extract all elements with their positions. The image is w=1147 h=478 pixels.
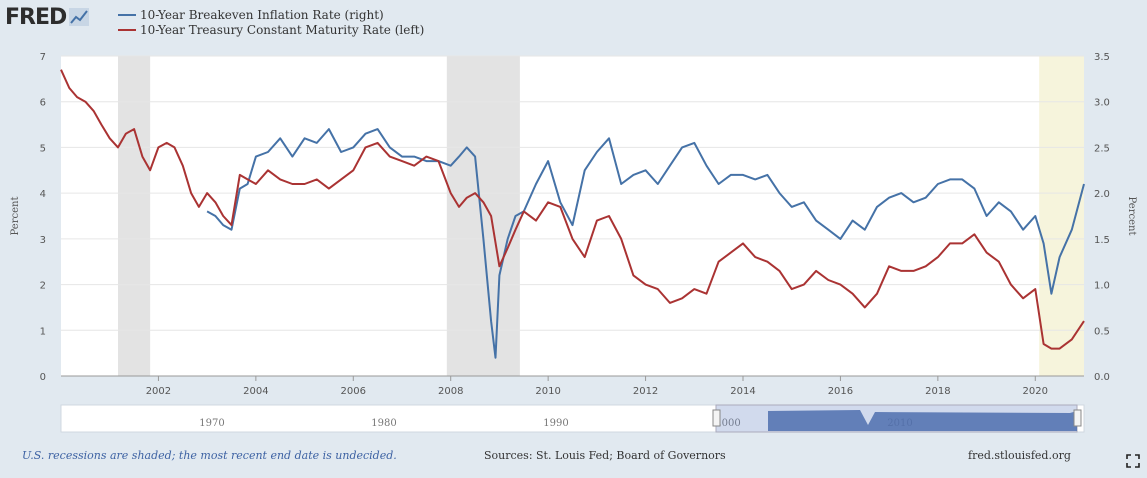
- right-axis-title: Percent: [1126, 197, 1137, 236]
- legend-item-treasury: 10-Year Treasury Constant Maturity Rate …: [118, 22, 424, 37]
- x-tick-label: 2016: [828, 386, 853, 397]
- site-link[interactable]: fred.stlouisfed.org: [968, 449, 1071, 462]
- recession-note: U.S. recessions are shaded; the most rec…: [22, 449, 397, 462]
- shaded-period-0: [117, 56, 151, 376]
- right-tick-label: 3.0: [1094, 98, 1110, 109]
- navigator-label: 1980: [371, 418, 396, 429]
- left-tick-label: 7: [40, 52, 46, 63]
- fred-logo[interactable]: FRED: [5, 4, 90, 30]
- line-chart: 0 1 2 3 4 5 6 7 0.0 0.5 1.0 1.5 2.0 2.5 3.0 3.5 2002 2004…: [10, 52, 1137, 433]
- left-tick-label: 3: [40, 235, 46, 246]
- x-tick-label: 2006: [341, 386, 366, 397]
- navigator-handle-left: [712, 409, 721, 427]
- left-tick-label: 2: [40, 281, 46, 292]
- source-text: Sources: St. Louis Fed; Board of Governo…: [484, 449, 726, 462]
- right-tick-label: 1.0: [1094, 281, 1110, 292]
- left-tick-label: 1: [40, 326, 46, 337]
- right-tick-label: 0.0: [1094, 372, 1110, 383]
- shaded-period-1: [446, 56, 520, 376]
- chart-line-icon: [69, 8, 90, 26]
- navigator-series-area: [768, 410, 1077, 431]
- shaded-period-2: [1039, 56, 1084, 376]
- x-tick-label: 2018: [925, 386, 950, 397]
- left-tick-label: 0: [40, 372, 46, 383]
- navigator-label: 2000: [715, 418, 740, 429]
- left-axis-title: Percent: [10, 197, 21, 236]
- fred-logo-text: FRED: [5, 4, 67, 30]
- legend-label-breakeven: 10-Year Breakeven Inflation Rate (right): [140, 7, 384, 22]
- plot-area: [61, 56, 1084, 376]
- right-tick-label: 1.5: [1094, 235, 1110, 246]
- right-tick-label: 2.0: [1094, 189, 1110, 200]
- x-tick-label: 2010: [535, 386, 560, 397]
- x-tick-label: 2004: [243, 386, 268, 397]
- fullscreen-icon[interactable]: [1126, 454, 1140, 468]
- x-tick-label: 2012: [633, 386, 658, 397]
- legend-swatch-breakeven: [118, 13, 136, 16]
- left-tick-label: 6: [40, 98, 46, 109]
- navigator-label: 1970: [199, 418, 224, 429]
- legend-item-breakeven: 10-Year Breakeven Inflation Rate (right): [118, 7, 424, 22]
- right-tick-label: 3.5: [1094, 52, 1110, 63]
- x-tick-label: 2014: [730, 386, 755, 397]
- navigator-label: 1990: [543, 418, 568, 429]
- right-tick-label: 0.5: [1094, 326, 1110, 337]
- legend-swatch-treasury: [118, 28, 136, 31]
- series-line-1: [60, 69, 1085, 350]
- x-tick-label: 2020: [1023, 386, 1048, 397]
- right-tick-label: 2.5: [1094, 143, 1110, 154]
- left-tick-label: 4: [40, 189, 46, 200]
- chart-legend: 10-Year Breakeven Inflation Rate (right)…: [118, 7, 424, 37]
- left-tick-label: 5: [40, 143, 46, 154]
- navigator-handle-right: [1073, 409, 1082, 427]
- series-line-0: [206, 128, 1085, 359]
- legend-label-treasury: 10-Year Treasury Constant Maturity Rate …: [140, 22, 425, 37]
- x-tick-label: 2008: [438, 386, 463, 397]
- x-tick-label: 2002: [146, 386, 171, 397]
